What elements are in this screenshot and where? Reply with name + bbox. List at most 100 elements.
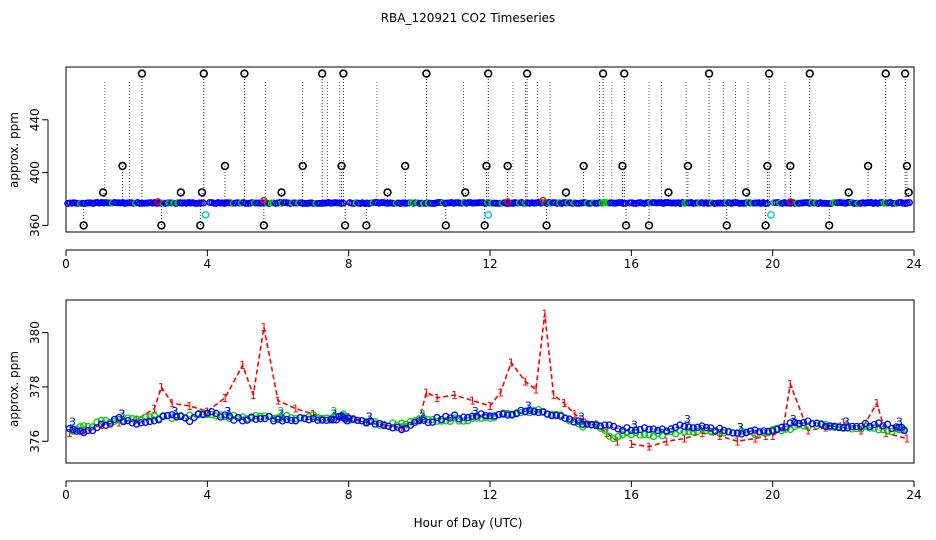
- outlier-point: [240, 69, 249, 78]
- outlier-point: [79, 221, 88, 230]
- series-3-point: [769, 427, 777, 435]
- series-2-point: [614, 432, 622, 441]
- series-3-point: [212, 409, 220, 418]
- series-3-point: [150, 417, 158, 425]
- series-3-point: [561, 414, 569, 422]
- series-1-marker: 1: [98, 419, 105, 432]
- series-2-point: [322, 414, 331, 422]
- outlier-point: [197, 188, 207, 197]
- series-1-marker: 1: [541, 308, 548, 321]
- series-3-point: [605, 421, 613, 429]
- series-3-point: [900, 426, 908, 435]
- series-3-point: [883, 420, 892, 428]
- series-3-marker: 3: [896, 416, 903, 429]
- outlier-point: [220, 161, 230, 171]
- x-tick-label: 8: [345, 257, 353, 271]
- series-1-marker: 1: [561, 397, 568, 410]
- series-3-point: [702, 423, 711, 432]
- series-2-point: [601, 426, 609, 434]
- series-3-point: [499, 410, 507, 418]
- series-3-marker: 3: [578, 410, 585, 423]
- x-tick-label: 20: [765, 488, 780, 502]
- baseline-point: [199, 199, 207, 207]
- series-1-marker: 1: [169, 397, 176, 410]
- series-3-point: [208, 407, 216, 416]
- series-1-marker: 1: [762, 430, 769, 443]
- series-3-point: [442, 412, 450, 421]
- plot-frame: [65, 299, 915, 464]
- series-3-point: [186, 417, 194, 426]
- outlier-point: [863, 161, 873, 171]
- series-3-marker: 3: [278, 408, 285, 421]
- series-3-point: [658, 425, 666, 433]
- series-3-point: [309, 414, 317, 423]
- series-3-point: [349, 415, 357, 424]
- series-1-marker: 1: [734, 435, 741, 448]
- series-3-point: [822, 422, 830, 431]
- series-3-point: [69, 425, 77, 434]
- outlier-point: [561, 188, 571, 197]
- series-2-point: [517, 408, 525, 417]
- cyan-point: [201, 210, 210, 219]
- outlier-point: [401, 161, 410, 171]
- series-3-point: [428, 418, 437, 426]
- series-1-marker: 1: [434, 392, 441, 405]
- series-1-marker: 1: [508, 356, 515, 369]
- x-tick-label: 16: [624, 488, 639, 502]
- series-3-point: [808, 420, 817, 428]
- series-1-marker: 1: [151, 403, 158, 416]
- series-1-marker: 1: [681, 433, 688, 446]
- series-2-point: [216, 411, 225, 419]
- series-3-point: [486, 412, 494, 420]
- series-2-point: [777, 426, 786, 435]
- series-1-marker: 1: [186, 400, 193, 413]
- series-2-point: [658, 432, 666, 440]
- series-3-point: [729, 429, 737, 437]
- series-1-line: [772, 381, 908, 440]
- series-3-point: [632, 426, 640, 434]
- series-3-point: [521, 408, 529, 416]
- series-3-point: [557, 412, 565, 420]
- series-3-point: [583, 420, 591, 428]
- series-3-point: [667, 425, 675, 433]
- outlier-point: [503, 161, 512, 171]
- series-2-point: [782, 425, 790, 433]
- series-3-point: [358, 417, 366, 425]
- outlier-point: [786, 161, 795, 171]
- outlier-point: [340, 221, 350, 230]
- series-1-line: [631, 432, 766, 448]
- baseline-point: [85, 199, 93, 207]
- baseline-point: [401, 199, 409, 207]
- outlier-point: [764, 69, 774, 78]
- red-point: [154, 198, 162, 206]
- outlier-point: [259, 221, 269, 230]
- series-1-marker: 1: [222, 392, 229, 405]
- outlier-point: [644, 221, 654, 230]
- series-1-marker: 1: [787, 378, 794, 391]
- series-1-marker: 1: [769, 430, 776, 443]
- series-1-marker: 1: [646, 441, 653, 454]
- series-3-point: [640, 424, 649, 432]
- baseline-point: [310, 199, 318, 207]
- series-3-marker: 3: [472, 405, 479, 418]
- series-3-point: [168, 411, 176, 419]
- outlier-point: [422, 69, 431, 78]
- top-panel: approx. ppm 0 4 8 12 16 20 24 360 400 440: [7, 66, 922, 271]
- series-3-point: [627, 426, 635, 435]
- series-2-point: [212, 412, 220, 420]
- series-3-point: [380, 421, 388, 429]
- series-1-marker: 1: [250, 389, 257, 402]
- series-2-marker: 2: [225, 405, 232, 418]
- outlier-point: [579, 161, 588, 171]
- series-3-point: [835, 423, 843, 432]
- series-2-point: [146, 413, 154, 421]
- series-3-point: [329, 416, 338, 424]
- series-2-point: [446, 417, 454, 426]
- series-1-marker: 1: [158, 381, 165, 394]
- series-3-point: [464, 413, 472, 422]
- series-3-point: [190, 413, 198, 422]
- baseline-point: [905, 199, 913, 207]
- series-3-point: [746, 427, 755, 435]
- series-3-marker: 3: [843, 416, 850, 429]
- series-3-point: [477, 410, 485, 418]
